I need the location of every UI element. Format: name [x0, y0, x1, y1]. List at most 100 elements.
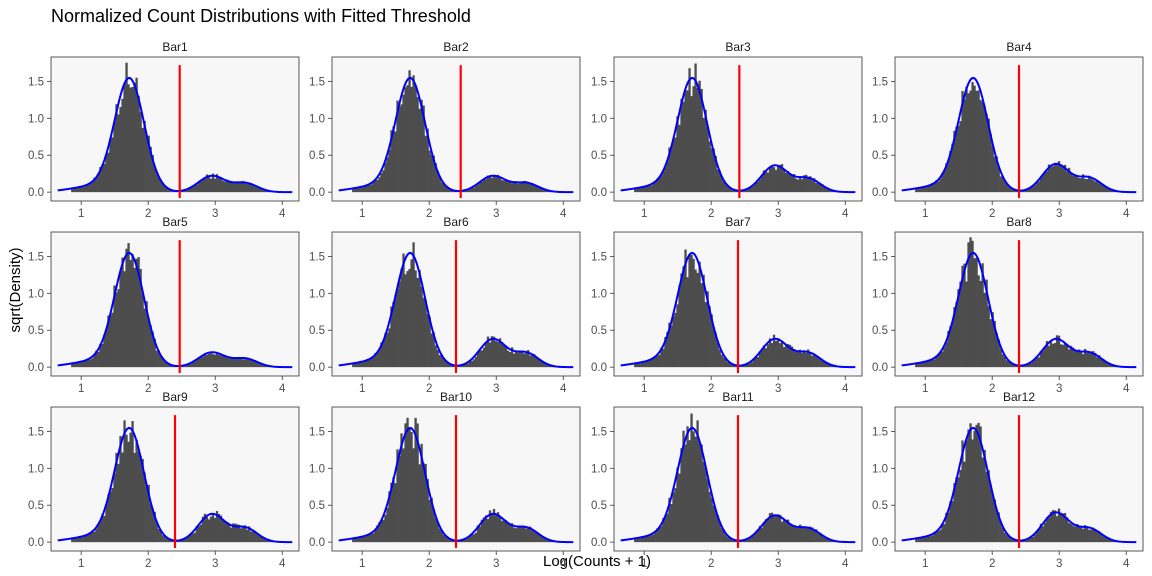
histogram-bar: [1108, 188, 1111, 193]
x-tick-label: 4: [1123, 383, 1130, 395]
histogram-bar: [500, 180, 504, 193]
histogram-bar: [436, 171, 439, 193]
y-tick-label: 1.5: [591, 76, 607, 88]
histogram-bar: [981, 101, 984, 193]
histogram-bar: [256, 187, 259, 193]
histogram-bar: [792, 349, 796, 368]
histogram-bar: [244, 182, 247, 193]
histogram-bar: [945, 342, 948, 368]
histogram-bar: [141, 458, 144, 543]
histogram-bar: [498, 178, 502, 193]
histogram-bar: [366, 358, 369, 368]
histogram-bar: [807, 526, 810, 543]
histogram-bar: [728, 537, 731, 543]
histogram-bar: [488, 342, 492, 368]
histogram-bar: [436, 350, 439, 368]
histogram-bar: [418, 108, 421, 193]
histogram-bar: [193, 185, 197, 193]
histogram-bar: [949, 501, 952, 543]
histogram-bar: [500, 341, 504, 368]
histogram-bar: [418, 464, 421, 543]
histogram-bar: [636, 537, 639, 543]
histogram-bar: [246, 358, 249, 368]
x-tick-label: 1: [641, 208, 647, 220]
histogram-bar: [374, 353, 377, 368]
histogram-bar: [967, 93, 970, 193]
histogram-bar: [1069, 345, 1073, 368]
histogram-bar: [141, 127, 144, 193]
histogram-bar: [957, 289, 960, 368]
histogram-bar: [529, 184, 532, 193]
histogram-bar: [977, 422, 980, 543]
histogram-bar: [917, 537, 920, 543]
histogram-bar: [782, 169, 786, 193]
histogram-bar: [933, 359, 936, 368]
histogram-bar: [143, 308, 146, 368]
histogram-bar: [260, 363, 263, 368]
histogram-bar: [740, 365, 743, 368]
histogram-bar: [139, 455, 142, 543]
histogram-bar: [370, 184, 373, 193]
histogram-bar: [1041, 526, 1045, 543]
histogram-bar: [468, 189, 472, 193]
histogram-bar: [817, 357, 820, 368]
histogram-bar: [1084, 178, 1087, 193]
histogram-bar: [412, 448, 415, 543]
histogram-bar: [444, 535, 447, 543]
histogram-bar: [539, 360, 542, 368]
histogram-bar: [638, 188, 641, 193]
histogram-bar: [790, 346, 794, 368]
x-tick-label: 4: [842, 383, 849, 395]
x-tick-label: 2: [145, 208, 151, 220]
histogram-bar: [360, 536, 363, 543]
histogram-bar: [714, 155, 717, 193]
histogram-bar: [650, 185, 653, 193]
histogram-bar: [999, 521, 1002, 543]
histogram-bar: [1013, 364, 1016, 368]
histogram-bar: [1086, 526, 1089, 543]
histogram-bar: [250, 183, 253, 193]
histogram-bar: [776, 514, 780, 543]
histogram-bar: [382, 519, 385, 543]
histogram-bar: [1037, 357, 1041, 368]
histogram-bar: [169, 540, 172, 543]
histogram-bar: [352, 363, 355, 368]
histogram-bar: [103, 334, 106, 368]
histogram-bar: [378, 177, 381, 193]
histogram-bar: [380, 173, 383, 193]
histogram-bar: [472, 359, 476, 368]
histogram-bar: [700, 283, 703, 368]
histogram-bar: [87, 184, 90, 193]
histogram-bar: [364, 185, 367, 193]
histogram-bar: [809, 526, 812, 543]
histogram-bar: [223, 522, 227, 543]
histogram-bar: [201, 356, 205, 368]
histogram-bar: [525, 181, 528, 193]
histogram-bar: [446, 362, 449, 368]
histogram-bar: [352, 188, 355, 193]
facet-strip-label: Bar10: [440, 390, 472, 404]
histogram-bar: [714, 332, 717, 368]
facet-panels: Bar1 0.0 0.5 1.0 1.5 1 2 3 4 Bar2 0.0 0.5 1.0 1.5 1 2 3 4…: [28, 40, 1144, 570]
histogram-bar: [209, 178, 213, 193]
x-tick-label: 3: [212, 208, 218, 220]
histogram-bar: [1094, 352, 1097, 368]
histogram-bar: [406, 271, 409, 368]
density-curve: [338, 76, 574, 194]
histogram-bar: [151, 155, 154, 193]
histogram-bar: [374, 530, 377, 543]
histogram-bar: [428, 150, 431, 193]
histogram-bar: [985, 471, 988, 543]
histogram-bar: [1051, 166, 1055, 193]
histogram-bar: [1053, 510, 1057, 543]
histogram-bar: [388, 328, 391, 368]
histogram-bar: [496, 174, 500, 193]
histogram-bar: [258, 362, 261, 368]
figure-title: Normalized Count Distributions with Fitt…: [51, 6, 471, 26]
histogram-bar: [1110, 189, 1113, 193]
histogram-bar: [496, 512, 500, 543]
histogram-bar: [436, 522, 439, 543]
histogram-bar: [386, 157, 389, 193]
histogram-bar: [235, 182, 239, 193]
histogram-bar: [73, 538, 76, 543]
